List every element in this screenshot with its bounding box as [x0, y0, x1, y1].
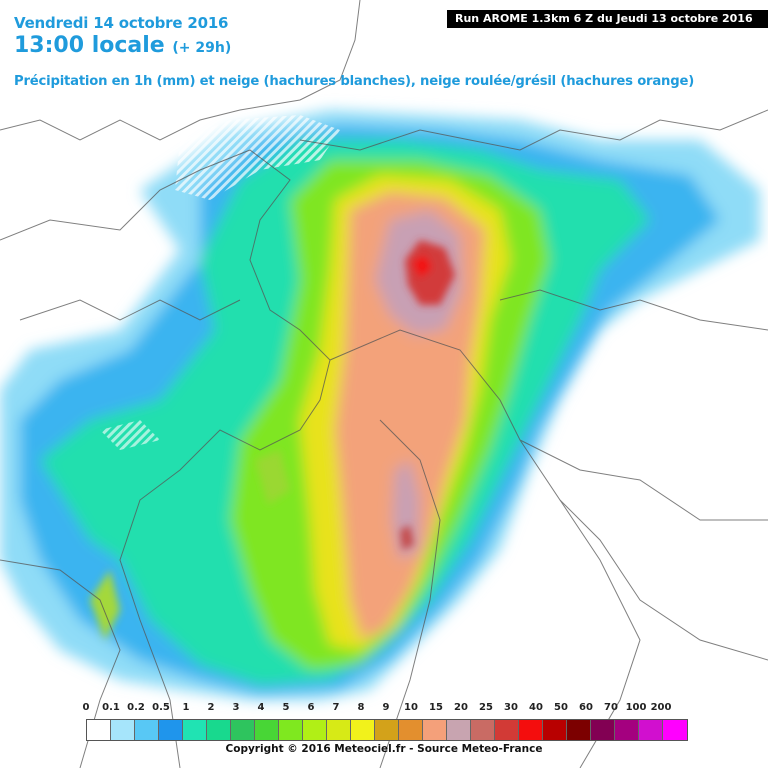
legend-labels: 0 0.1 0.2 0.5 1 2 3 4 5 6 7 8 9 10 15 20 25 30 40 50 60 70 100…	[80, 702, 692, 718]
legend-swatch	[303, 720, 327, 740]
legend-swatch	[279, 720, 303, 740]
legend-swatch	[375, 720, 399, 740]
legend-swatch	[519, 720, 543, 740]
legend-label: 5	[282, 702, 290, 713]
legend-swatch	[135, 720, 159, 740]
legend-swatch	[231, 720, 255, 740]
legend-swatch	[567, 720, 591, 740]
legend-label: 50	[554, 702, 568, 713]
legend-swatch	[327, 720, 351, 740]
legend-swatch	[255, 720, 279, 740]
legend-color-bar	[86, 719, 688, 741]
copyright-text: Copyright © 2016 Meteociel.fr - Source M…	[225, 743, 543, 755]
legend-label: 70	[604, 702, 618, 713]
legend-label: 4	[257, 702, 265, 713]
legend-swatch	[543, 720, 567, 740]
legend-swatch	[399, 720, 423, 740]
legend-swatch	[207, 720, 231, 740]
legend-label: 7	[332, 702, 340, 713]
precipitation-field	[0, 110, 760, 700]
forecast-hour: (+ 29h)	[172, 40, 232, 56]
legend-label: 8	[357, 702, 365, 713]
legend-label: 2	[207, 702, 215, 713]
legend-swatch	[447, 720, 471, 740]
local-time: 13:00 locale	[14, 33, 165, 58]
legend-swatch	[159, 720, 183, 740]
snow-hatching	[100, 115, 340, 450]
forecast-time: 13:00 locale (+ 29h)	[14, 33, 231, 58]
legend-swatch	[639, 720, 663, 740]
legend-label: 100	[625, 702, 647, 713]
precipitation-peaks	[90, 240, 455, 640]
legend-label: 30	[504, 702, 518, 713]
run-info-box: Run AROME 1.3km 6 Z du Jeudi 13 octobre …	[447, 10, 768, 28]
legend-swatch	[111, 720, 135, 740]
legend-label: 0.2	[127, 702, 145, 713]
legend-label: 60	[579, 702, 593, 713]
legend-label: 6	[307, 702, 315, 713]
forecast-date: Vendredi 14 octobre 2016	[14, 14, 229, 32]
color-legend: 0 0.1 0.2 0.5 1 2 3 4 5 6 7 8 9 10 15 20 25 30 40 50 60 70 100…	[80, 702, 692, 741]
legend-swatch	[591, 720, 615, 740]
legend-swatch	[615, 720, 639, 740]
legend-label: 15	[429, 702, 443, 713]
legend-label: 25	[479, 702, 493, 713]
legend-label: 10	[404, 702, 418, 713]
legend-label: 9	[382, 702, 390, 713]
legend-label: 0	[82, 702, 90, 713]
legend-swatch	[351, 720, 375, 740]
legend-swatch	[87, 720, 111, 740]
legend-label: 40	[529, 702, 543, 713]
legend-label: 0.1	[102, 702, 120, 713]
legend-swatch	[663, 720, 687, 740]
map-subtitle: Précipitation en 1h (mm) et neige (hachu…	[14, 74, 695, 89]
legend-swatch	[471, 720, 495, 740]
legend-swatch	[423, 720, 447, 740]
legend-swatch	[495, 720, 519, 740]
legend-label: 3	[232, 702, 240, 713]
legend-label: 1	[182, 702, 190, 713]
legend-swatch	[183, 720, 207, 740]
legend-label: 0.5	[152, 702, 170, 713]
legend-label: 200	[650, 702, 672, 713]
legend-label: 20	[454, 702, 468, 713]
